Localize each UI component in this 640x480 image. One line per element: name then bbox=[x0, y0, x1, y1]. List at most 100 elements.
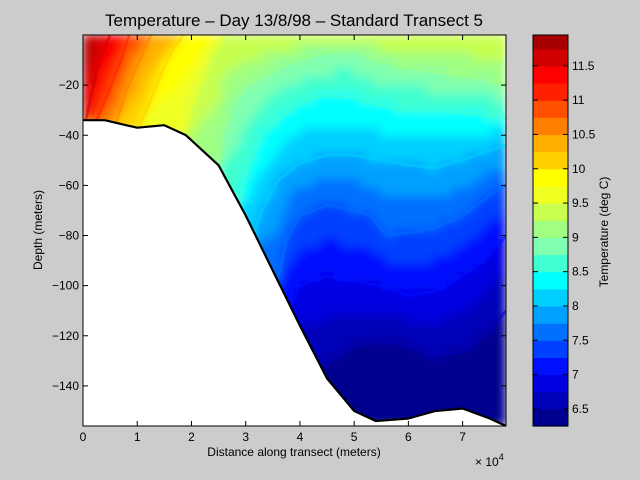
temperature-cell bbox=[353, 128, 362, 138]
temperature-cell bbox=[485, 272, 494, 282]
temperature-cell bbox=[432, 281, 441, 291]
temperature-cell bbox=[399, 145, 408, 155]
temperature-cell bbox=[300, 153, 309, 163]
temperature-cell bbox=[452, 298, 461, 308]
temperature-cell bbox=[161, 119, 170, 129]
temperature-cell bbox=[485, 60, 494, 70]
temperature-cell bbox=[465, 323, 474, 333]
temperature-cell bbox=[465, 77, 474, 87]
x-tick-label: 3 bbox=[242, 430, 249, 444]
temperature-cell bbox=[393, 255, 401, 265]
temperature-cell bbox=[485, 230, 494, 240]
temperature-cell bbox=[459, 102, 467, 112]
temperature-cell bbox=[412, 408, 421, 418]
temperature-cell bbox=[498, 323, 506, 333]
temperature-cell bbox=[208, 128, 216, 138]
temperature-cell bbox=[386, 213, 395, 223]
temperature-cell bbox=[300, 111, 309, 121]
temperature-cell bbox=[320, 68, 329, 78]
temperature-cell bbox=[360, 102, 368, 112]
temperature-cell bbox=[300, 247, 309, 257]
temperature-cell bbox=[366, 408, 375, 418]
temperature-cell bbox=[492, 68, 500, 78]
temperature-cell bbox=[479, 289, 487, 299]
seabed-fill bbox=[83, 120, 506, 426]
temperature-cell bbox=[439, 213, 448, 223]
temperature-cell bbox=[360, 85, 368, 95]
temperature-cell bbox=[353, 306, 362, 316]
temperature-cell bbox=[373, 111, 381, 121]
temperature-cell bbox=[287, 119, 295, 129]
temperature-cell bbox=[294, 247, 302, 257]
temperature-cell bbox=[241, 60, 249, 70]
temperature-cell bbox=[366, 366, 375, 376]
temperature-cell bbox=[221, 111, 229, 121]
temperature-cell bbox=[479, 298, 487, 308]
temperature-cell bbox=[379, 85, 388, 95]
temperature-cell bbox=[432, 77, 441, 87]
temperature-cell bbox=[274, 111, 282, 121]
temperature-cell bbox=[307, 238, 315, 248]
temperature-cell bbox=[241, 119, 249, 129]
temperature-cell bbox=[479, 136, 487, 146]
temperature-cell bbox=[346, 119, 355, 129]
temperature-cell bbox=[426, 60, 434, 70]
temperature-cell bbox=[446, 136, 454, 146]
temperature-cell bbox=[446, 213, 454, 223]
temperature-cell bbox=[485, 170, 494, 180]
temperature-cell bbox=[412, 153, 421, 163]
temperature-cell bbox=[399, 366, 408, 376]
temperature-cell bbox=[399, 119, 408, 129]
temperature-cell bbox=[393, 145, 401, 155]
temperature-cell bbox=[260, 102, 269, 112]
temperature-cell bbox=[432, 94, 441, 104]
temperature-cell bbox=[353, 400, 362, 410]
temperature-cell bbox=[254, 102, 262, 112]
temperature-cell bbox=[307, 35, 315, 44]
temperature-cell bbox=[393, 136, 401, 146]
temperature-cell bbox=[412, 221, 421, 231]
temperature-cell bbox=[426, 255, 434, 265]
temperature-cell bbox=[439, 264, 448, 274]
temperature-cell bbox=[313, 196, 322, 206]
temperature-cell bbox=[498, 306, 506, 316]
temperature-cell bbox=[346, 340, 355, 350]
temperature-cell bbox=[353, 85, 362, 95]
x-exponent-base: × 10 bbox=[475, 455, 499, 469]
temperature-cell bbox=[260, 238, 269, 248]
temperature-cell bbox=[280, 204, 289, 214]
temperature-cell bbox=[386, 400, 395, 410]
temperature-cell bbox=[313, 119, 322, 129]
temperature-cell bbox=[399, 128, 408, 138]
temperature-cell bbox=[479, 204, 487, 214]
temperature-cell bbox=[300, 204, 309, 214]
temperature-cell bbox=[492, 43, 500, 53]
temperature-cell bbox=[340, 340, 348, 350]
temperature-cell bbox=[247, 145, 256, 155]
temperature-cell bbox=[294, 187, 302, 197]
temperature-cell bbox=[307, 187, 315, 197]
temperature-cell bbox=[379, 340, 388, 350]
temperature-cell bbox=[492, 306, 500, 316]
temperature-cell bbox=[287, 187, 295, 197]
temperature-cell bbox=[214, 85, 223, 95]
temperature-cell bbox=[426, 272, 434, 282]
temperature-cell bbox=[412, 281, 421, 291]
temperature-cell bbox=[320, 221, 329, 231]
temperature-cell bbox=[379, 102, 388, 112]
temperature-cell bbox=[340, 68, 348, 78]
temperature-cell bbox=[472, 213, 481, 223]
temperature-cell bbox=[373, 43, 381, 53]
temperature-cell bbox=[379, 187, 388, 197]
temperature-cell bbox=[122, 68, 130, 78]
temperature-cell bbox=[472, 238, 481, 248]
temperature-cell bbox=[274, 170, 282, 180]
temperature-cell bbox=[267, 51, 276, 61]
temperature-cell bbox=[102, 102, 110, 112]
temperature-cell bbox=[393, 68, 401, 78]
temperature-cell bbox=[412, 315, 421, 325]
temperature-cell bbox=[472, 383, 481, 393]
temperature-cell bbox=[95, 43, 104, 53]
temperature-cell bbox=[393, 289, 401, 299]
temperature-cell bbox=[393, 119, 401, 129]
